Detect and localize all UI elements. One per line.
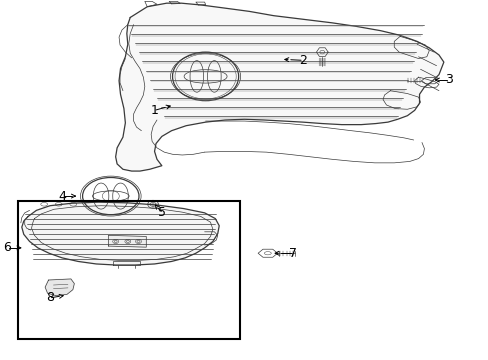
Text: 8: 8 bbox=[46, 291, 54, 305]
Text: 4: 4 bbox=[58, 190, 66, 203]
Text: 7: 7 bbox=[288, 247, 297, 260]
Polygon shape bbox=[116, 3, 443, 171]
Text: 6: 6 bbox=[3, 241, 11, 255]
Text: 5: 5 bbox=[158, 206, 165, 219]
Text: 1: 1 bbox=[150, 104, 158, 117]
Text: 3: 3 bbox=[444, 73, 452, 86]
Bar bbox=[19, 202, 239, 339]
Polygon shape bbox=[45, 279, 74, 296]
Polygon shape bbox=[22, 202, 219, 265]
Text: 2: 2 bbox=[298, 54, 306, 67]
Polygon shape bbox=[108, 235, 146, 247]
